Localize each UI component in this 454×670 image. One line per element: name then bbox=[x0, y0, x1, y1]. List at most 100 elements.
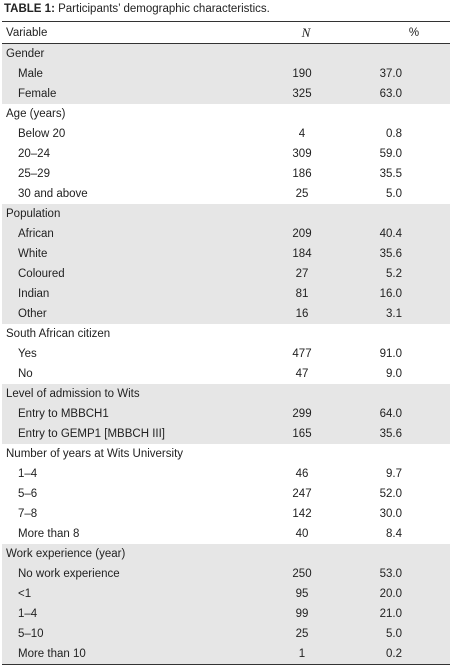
count-cell: 184 bbox=[248, 244, 356, 264]
group-label: Level of admission to Wits bbox=[2, 384, 450, 404]
percent-cell: 5.0 bbox=[386, 188, 402, 200]
count-cell: 16 bbox=[248, 304, 356, 324]
percent-cell: 20.0 bbox=[356, 584, 450, 604]
group-label: Age (years) bbox=[6, 108, 66, 120]
data-row: No work experience 250 53.0 bbox=[2, 564, 450, 584]
percent-cell: 9.0 bbox=[386, 368, 402, 380]
group-row: Gender bbox=[2, 43, 450, 64]
data-row: Coloured 27 5.2 bbox=[2, 264, 450, 284]
data-row: Other 16 3.1 bbox=[2, 304, 450, 324]
group-row: South African citizen bbox=[2, 324, 450, 344]
count-cell: 325 bbox=[248, 84, 356, 104]
row-label: More than 8 bbox=[18, 528, 80, 540]
header-cell: % bbox=[356, 21, 450, 44]
percent-cell: 37.0 bbox=[356, 64, 450, 84]
caption-label: TABLE 1: bbox=[4, 3, 55, 15]
row-label: No bbox=[18, 368, 33, 380]
row-label: <1 bbox=[2, 584, 248, 604]
count-cell: 247 bbox=[292, 488, 312, 500]
row-label: Yes bbox=[18, 348, 37, 360]
percent-cell: 59.0 bbox=[379, 148, 402, 160]
group-label: Number of years at Wits University bbox=[6, 448, 184, 460]
count-cell: 190 bbox=[248, 64, 356, 84]
data-row: White 184 35.6 bbox=[2, 244, 450, 264]
percent-cell: 63.0 bbox=[356, 84, 450, 104]
group-row: Population bbox=[2, 204, 450, 224]
data-row: Yes 477 91.0 bbox=[2, 344, 450, 364]
percent-cell: 8.4 bbox=[386, 528, 402, 540]
percent-cell: 35.6 bbox=[356, 244, 450, 264]
data-row: 25–29 186 35.5 bbox=[2, 164, 450, 184]
row-label: Male bbox=[2, 64, 248, 84]
count-cell: 250 bbox=[248, 564, 356, 584]
group-label: Work experience (year) bbox=[2, 544, 450, 564]
percent-cell: 3.1 bbox=[356, 304, 450, 324]
percent-cell: 5.0 bbox=[356, 624, 450, 644]
count-cell: 186 bbox=[292, 168, 312, 180]
row-label: Below 20 bbox=[18, 128, 66, 140]
percent-cell: 0.2 bbox=[356, 644, 450, 665]
row-label: Indian bbox=[2, 284, 248, 304]
count-cell: 46 bbox=[295, 468, 309, 480]
count-cell: 4 bbox=[298, 128, 306, 140]
header-row: Variable N % bbox=[2, 21, 450, 44]
row-label: 25–29 bbox=[18, 168, 50, 180]
data-row: African 209 40.4 bbox=[2, 224, 450, 244]
percent-cell: 53.0 bbox=[356, 564, 450, 584]
row-label: 30 and above bbox=[18, 188, 88, 200]
table: Variable N % Gender Male 190 37.0 Female 325 6… bbox=[2, 21, 450, 665]
data-row: Male 190 37.0 bbox=[2, 64, 450, 84]
group-row: Number of years at Wits University bbox=[2, 444, 450, 464]
count-cell: 25 bbox=[295, 188, 309, 200]
data-row: 5–6 247 52.0 bbox=[2, 484, 450, 504]
row-label: More than 10 bbox=[2, 644, 248, 665]
count-cell: 99 bbox=[248, 604, 356, 624]
count-cell: 299 bbox=[248, 404, 356, 424]
count-cell: 95 bbox=[248, 584, 356, 604]
percent-cell: 40.4 bbox=[356, 224, 450, 244]
percent-cell: 64.0 bbox=[356, 404, 450, 424]
percent-cell: 0.8 bbox=[386, 128, 402, 140]
row-label: Female bbox=[2, 84, 248, 104]
count-cell: 27 bbox=[248, 264, 356, 284]
count-cell: 309 bbox=[292, 148, 312, 160]
row-label: 20–24 bbox=[18, 148, 50, 160]
percent-cell: 9.7 bbox=[386, 468, 402, 480]
header-cell: Variable bbox=[2, 21, 248, 44]
group-label: South African citizen bbox=[6, 328, 111, 340]
group-row: Work experience (year) bbox=[2, 544, 450, 564]
row-label: Coloured bbox=[2, 264, 248, 284]
data-row: 7–8 142 30.0 bbox=[2, 504, 450, 524]
data-row: No 47 9.0 bbox=[2, 364, 450, 384]
row-label: 1–4 bbox=[18, 468, 38, 480]
percent-cell: 21.0 bbox=[356, 604, 450, 624]
row-label: African bbox=[2, 224, 248, 244]
row-label: 7–8 bbox=[18, 508, 38, 520]
count-cell: 40 bbox=[295, 528, 309, 540]
count-cell: 47 bbox=[295, 368, 309, 380]
table-caption: TABLE 1: Participants’ demographic chara… bbox=[4, 3, 270, 15]
percent-cell: 35.5 bbox=[379, 168, 402, 180]
percent-cell: 30.0 bbox=[379, 508, 402, 520]
data-row: Entry to MBBCH1 299 64.0 bbox=[2, 404, 450, 424]
row-label: Entry to MBBCH1 bbox=[2, 404, 248, 424]
percent-cell: 35.6 bbox=[356, 424, 450, 444]
count-cell: 209 bbox=[248, 224, 356, 244]
caption-text: Participants’ demographic characteristic… bbox=[54, 3, 270, 15]
row-label: No work experience bbox=[2, 564, 248, 584]
percent-cell: 5.2 bbox=[356, 264, 450, 284]
data-row: 30 and above 25 5.0 bbox=[2, 184, 450, 204]
data-row: 1–4 46 9.7 bbox=[2, 464, 450, 484]
data-row: Indian 81 16.0 bbox=[2, 284, 450, 304]
data-row: <1 95 20.0 bbox=[2, 584, 450, 604]
row-label: 5–6 bbox=[18, 488, 38, 500]
row-label: Entry to GEMP1 [MBBCH III] bbox=[2, 424, 248, 444]
group-label: Population bbox=[2, 204, 450, 224]
row-label: White bbox=[2, 244, 248, 264]
data-row: 5–10 25 5.0 bbox=[2, 624, 450, 644]
group-row: Age (years) bbox=[2, 104, 450, 124]
data-row: More than 10 1 0.2 bbox=[2, 644, 450, 665]
count-cell: 1 bbox=[248, 644, 356, 665]
row-label: 1–4 bbox=[2, 604, 248, 624]
